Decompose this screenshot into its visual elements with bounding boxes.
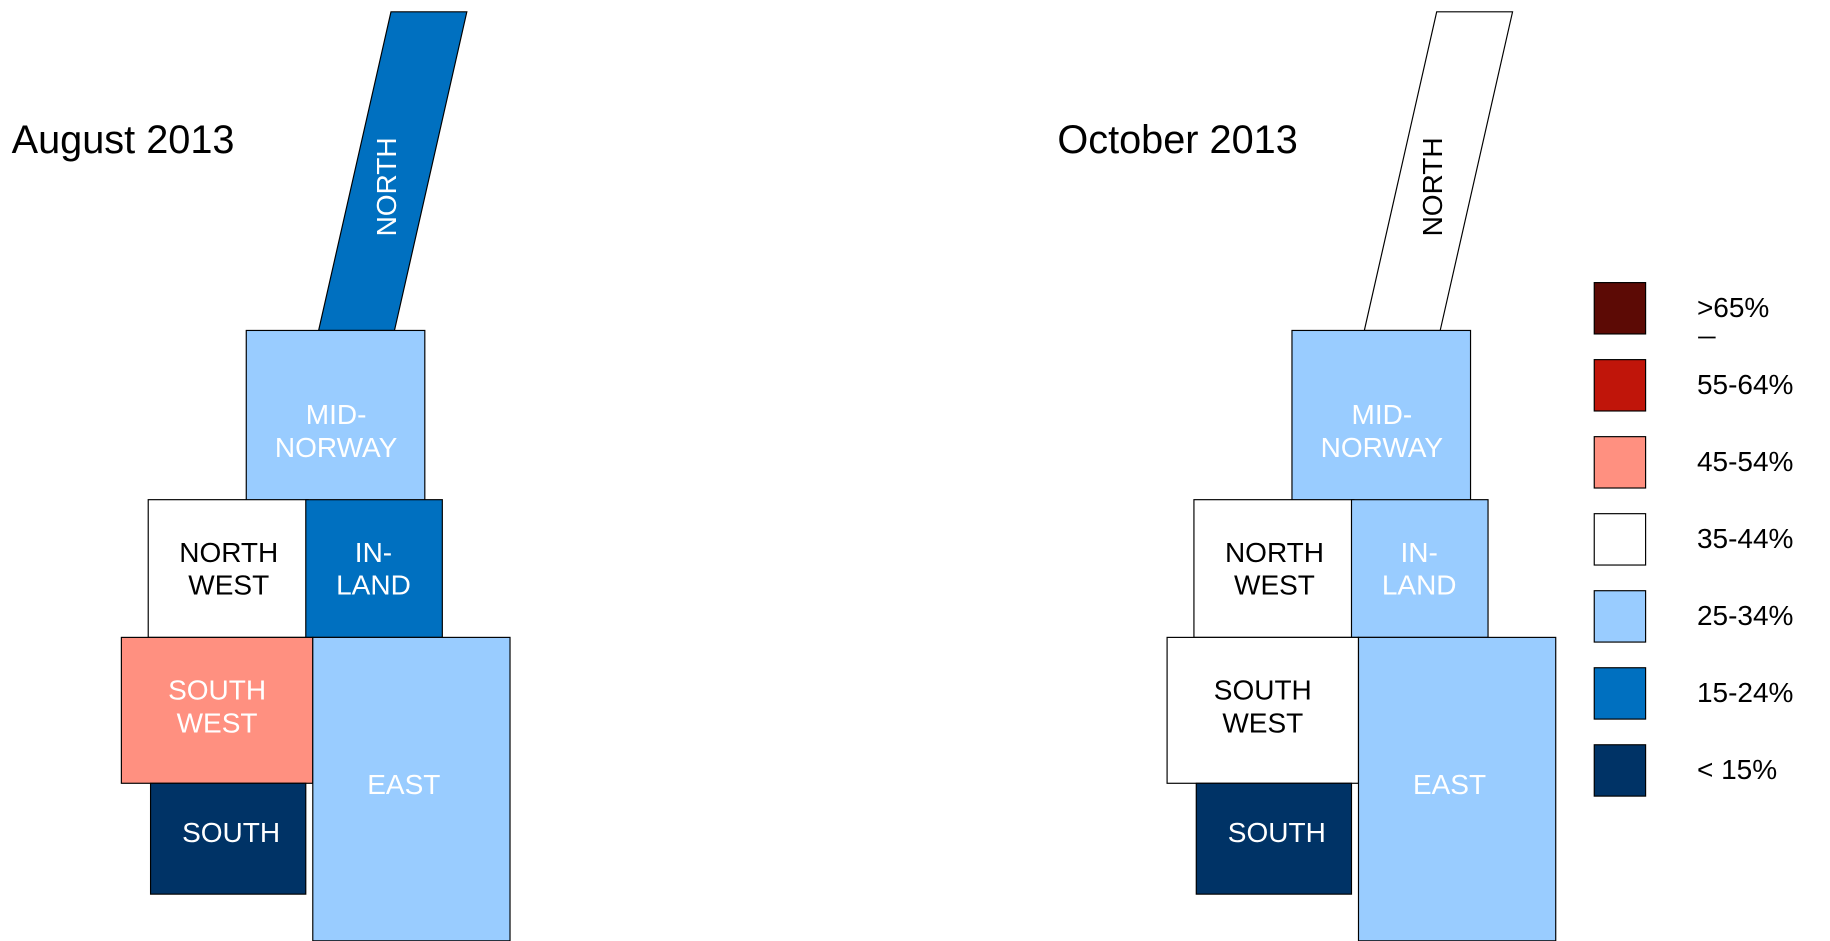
region-label: EAST <box>367 769 440 800</box>
region <box>1193 499 1355 638</box>
region <box>1357 636 1557 941</box>
region-label: NORWAY <box>275 432 398 463</box>
legend-swatch <box>1593 282 1647 335</box>
legend-swatch <box>1593 744 1647 797</box>
region-label: NORTH <box>179 537 278 568</box>
region-label: WEST <box>177 707 258 738</box>
region-label: IN- <box>1401 537 1438 568</box>
region-label: IN- <box>355 537 392 568</box>
region-label: SOUTH <box>1228 817 1326 848</box>
region-label: WEST <box>188 570 269 601</box>
panel-title: October 2013 <box>1057 118 1297 162</box>
legend-swatch <box>1593 359 1647 412</box>
region-label: NORTH <box>371 137 402 236</box>
legend-label: 35-44% <box>1697 523 1794 554</box>
region-label: MID- <box>306 399 367 430</box>
legend-swatch <box>1593 667 1647 720</box>
region <box>305 499 443 638</box>
region <box>1350 499 1489 638</box>
region-label: LAND <box>336 570 411 601</box>
region-label: NORTH <box>1225 537 1324 568</box>
legend-swatch <box>1593 590 1647 643</box>
region-label: SOUTH <box>182 817 280 848</box>
region <box>147 499 309 638</box>
region-label: NORWAY <box>1321 432 1444 463</box>
region-label: MID- <box>1352 399 1413 430</box>
region <box>1166 636 1360 784</box>
legend-label: 15-24% <box>1697 677 1794 708</box>
region-label: NORTH <box>1417 137 1448 236</box>
region <box>120 636 314 784</box>
region-label: SOUTH <box>1214 675 1312 706</box>
region <box>1195 782 1353 895</box>
legend-label: 55-64% <box>1697 369 1794 400</box>
legend-swatch <box>1593 513 1647 566</box>
legend-label: >65% <box>1697 292 1769 323</box>
panel-title: August 2013 <box>12 118 235 162</box>
region-label: WEST <box>1234 570 1315 601</box>
region <box>149 782 307 895</box>
legend-label: < 15% <box>1697 754 1777 785</box>
region <box>245 329 426 509</box>
legend-swatch <box>1593 436 1647 489</box>
region-label: LAND <box>1382 570 1457 601</box>
region-label: SOUTH <box>168 675 266 706</box>
legend-label: 45-54% <box>1697 446 1794 477</box>
legend-label: 25-34% <box>1697 600 1794 631</box>
region <box>312 636 511 941</box>
region <box>1291 329 1472 509</box>
region-label: EAST <box>1413 769 1486 800</box>
region-label: WEST <box>1222 707 1303 738</box>
